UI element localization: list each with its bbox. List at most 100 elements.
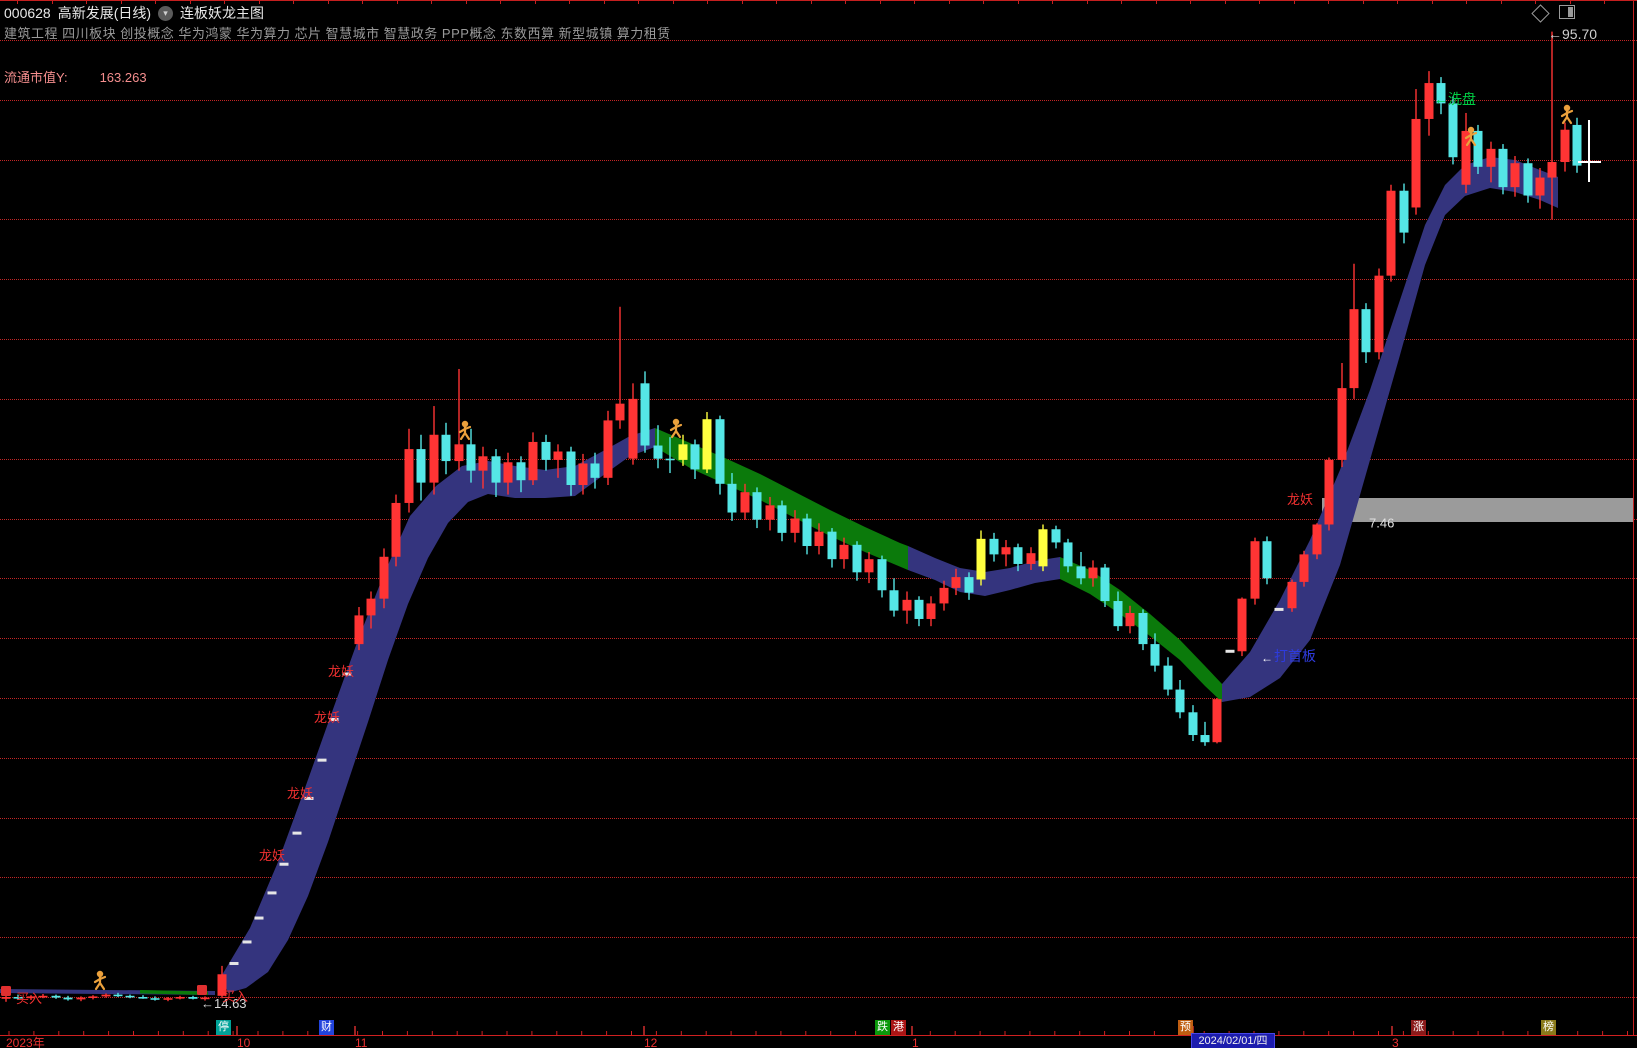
candle-body	[1063, 542, 1073, 567]
candle-body	[852, 544, 862, 573]
chart-text-annotation: 买入	[222, 989, 249, 1004]
candle-body	[1013, 547, 1023, 564]
candle-body	[76, 997, 86, 1000]
candle-body	[466, 444, 476, 471]
price-gridline	[0, 817, 1637, 819]
axis-month-label: 11	[355, 1036, 368, 1048]
candle-body	[603, 420, 613, 478]
candle-body	[1312, 524, 1322, 555]
event-badge[interactable]: 榜	[1541, 1020, 1556, 1035]
candle-body	[1572, 124, 1582, 166]
axis-year-label: 2023年	[6, 1036, 45, 1048]
candle-body	[1324, 459, 1334, 525]
one-line-limit-candle	[242, 940, 252, 944]
runner-person-icon	[669, 418, 683, 439]
price-gridline	[0, 99, 1637, 101]
candle-body	[678, 444, 688, 460]
axis-month-label: 1	[912, 1036, 919, 1048]
candle-body	[1424, 83, 1434, 119]
candle-body	[1386, 190, 1396, 276]
top-ruler-tick	[1362, 0, 1364, 4]
top-ruler-tick	[1224, 0, 1226, 4]
candle-body	[715, 419, 725, 484]
chart-text-annotation: ←14.63	[201, 996, 247, 1011]
chart-text-annotation: ←	[1261, 651, 1273, 665]
one-line-limit-candle	[329, 717, 339, 721]
candle-body	[1486, 148, 1496, 167]
candle-body	[653, 445, 663, 459]
candle-body	[1349, 309, 1359, 389]
chevron-circle-icon[interactable]: ▾	[158, 5, 174, 21]
top-ruler-tick	[638, 0, 639, 4]
candle-body	[1436, 83, 1446, 104]
price-gridline	[0, 638, 1637, 640]
price-gridline	[0, 697, 1637, 699]
top-ruler-tick	[362, 0, 363, 4]
chart-text-annotation: ←洗盘	[1434, 91, 1476, 107]
buy-signal-marker	[197, 985, 207, 995]
runner-person-icon	[1464, 126, 1478, 147]
event-badge[interactable]: 停	[216, 1020, 231, 1035]
top-ruler-tick	[189, 0, 191, 4]
stock-name: 高新发展(日线)	[57, 5, 152, 21]
one-line-limit-candle	[1274, 607, 1284, 611]
event-badge[interactable]: 涨	[1411, 1020, 1426, 1035]
one-line-limit-candle	[304, 796, 314, 800]
top-ruler-tick	[776, 0, 777, 4]
market-cap-line: 流通市值Y: 163.263	[4, 67, 147, 86]
top-ruler-tick	[1466, 0, 1467, 4]
price-gridline	[0, 219, 1637, 221]
event-badge[interactable]: 财	[319, 1020, 334, 1035]
top-ruler-tick	[845, 0, 846, 4]
candle-body	[628, 398, 638, 459]
candle-body	[188, 997, 198, 999]
candle-body	[101, 994, 111, 997]
chart-text-annotation: 龙妖	[328, 664, 355, 679]
candle-body	[478, 456, 488, 471]
top-ruler-tick	[914, 0, 915, 4]
window-icons	[1531, 4, 1575, 23]
event-badge[interactable]: 预	[1178, 1020, 1193, 1035]
candle-body	[1088, 567, 1098, 579]
top-ruler-tick	[1397, 0, 1398, 4]
top-ruler-tick	[741, 0, 743, 4]
candle-body	[902, 599, 912, 611]
top-ruler-tick	[1328, 0, 1329, 4]
candle-body	[765, 505, 775, 520]
candle-body	[63, 997, 73, 1000]
diamond-icon[interactable]	[1531, 4, 1550, 23]
price-gridline	[0, 578, 1637, 580]
candle-body	[1200, 735, 1210, 743]
top-ruler-tick	[1121, 0, 1122, 4]
candle-body	[877, 559, 887, 591]
panel-icon[interactable]	[1559, 5, 1575, 19]
candle-body	[1510, 163, 1520, 188]
candle-body	[1448, 103, 1458, 158]
candle-body	[1498, 148, 1508, 188]
candle-body	[889, 590, 899, 611]
candle-body	[1250, 541, 1260, 599]
candle-body	[690, 444, 700, 470]
candle-body	[491, 456, 501, 483]
event-badge[interactable]: 港	[891, 1020, 906, 1035]
candle-body	[839, 544, 849, 560]
one-line-limit-candle	[342, 672, 352, 676]
price-gridline	[0, 937, 1637, 939]
top-ruler-tick	[1017, 0, 1019, 4]
top-ruler-tick	[879, 0, 881, 4]
top-ruler-tick	[327, 0, 329, 4]
candle-body	[51, 995, 61, 998]
candle-body	[702, 419, 712, 470]
candle-body	[1535, 177, 1545, 196]
event-badge[interactable]: 跌	[875, 1020, 890, 1035]
candle-body	[976, 538, 986, 580]
candle-body	[200, 997, 210, 1000]
top-ruler-tick	[1155, 0, 1157, 4]
candle-body	[125, 995, 135, 998]
candle-body	[989, 538, 999, 555]
price-gridline	[0, 398, 1637, 400]
one-line-limit-candle	[229, 962, 239, 966]
candle-body	[802, 518, 812, 547]
candle-body	[13, 997, 23, 999]
